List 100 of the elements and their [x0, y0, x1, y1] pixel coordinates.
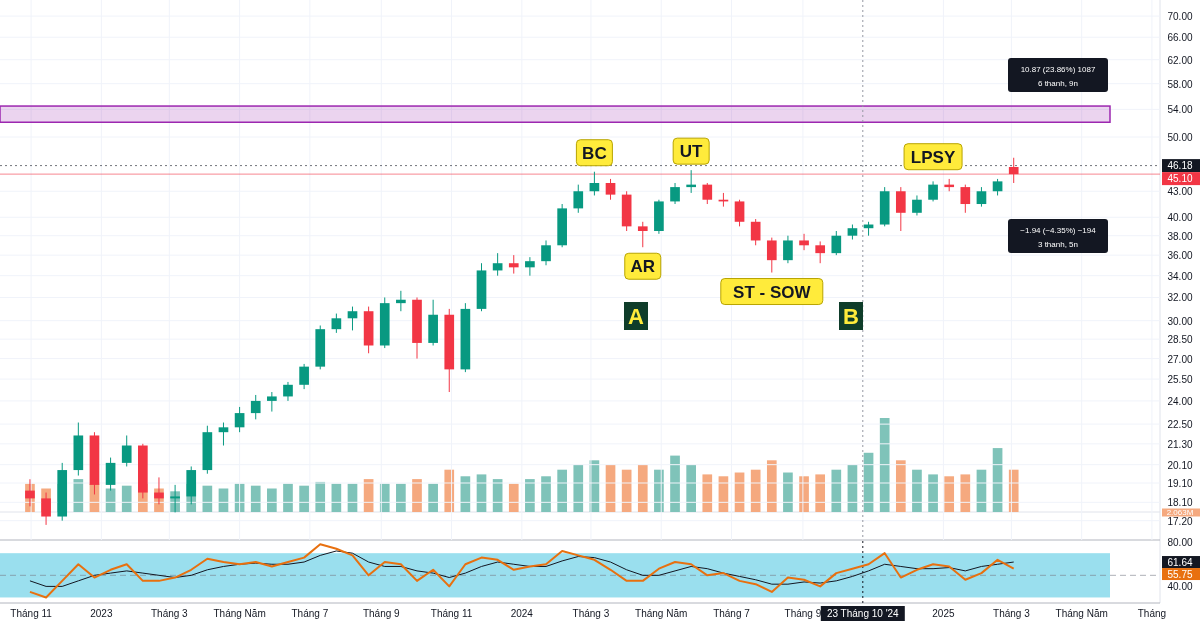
- candlestick: [170, 484, 180, 513]
- candlestick: [492, 252, 503, 277]
- y-tick-label: 28.50: [1167, 334, 1193, 346]
- x-tick-label: Tháng: [1137, 608, 1167, 619]
- y-tick-label: 62.00: [1167, 54, 1193, 66]
- y-tick-label: 34.00: [1167, 270, 1193, 282]
- candlestick: [895, 186, 906, 232]
- x-tick-label: Tháng 11: [10, 608, 53, 619]
- candlestick: [525, 256, 535, 277]
- candlestick: [799, 233, 809, 251]
- x-tick-label: Tháng 11: [430, 608, 473, 619]
- annotation: BC: [582, 143, 607, 163]
- bar: [283, 483, 293, 512]
- bar: [525, 479, 535, 512]
- bar: [944, 476, 955, 512]
- candlestick: [347, 306, 358, 331]
- x-tick-label: Tháng Năm: [1055, 608, 1108, 619]
- candlestick: [734, 199, 745, 227]
- candlestick: [637, 221, 648, 248]
- y-tick-label: 19.10: [1167, 478, 1193, 490]
- annotation: ST - SOW: [733, 282, 812, 302]
- bar: [250, 485, 261, 512]
- y-tick-label: 70.00: [1167, 11, 1193, 23]
- bar: [412, 479, 422, 512]
- annotation: −1.94 (−4.35%) −194 3 thanh, 5n: [1020, 226, 1097, 249]
- text: 55.75: [1167, 568, 1193, 580]
- bar: [783, 472, 793, 512]
- y-tick-label: 30.00: [1167, 315, 1193, 327]
- candlestick: [541, 239, 551, 266]
- candlestick: [928, 180, 938, 202]
- bar: [702, 474, 713, 512]
- y-tick-label: 40.00: [1167, 212, 1193, 224]
- text: 2.063M: [1166, 508, 1194, 518]
- candlestick: [766, 237, 777, 274]
- y-tick-label: 27.00: [1167, 353, 1193, 365]
- y-tick-label: 66.00: [1167, 32, 1193, 44]
- x-tick-label: Tháng 3: [572, 608, 610, 619]
- x-tick-label: Tháng 9: [784, 608, 822, 619]
- y-tick-label: 25.50: [1167, 374, 1193, 386]
- x-tick-label: Tháng 9: [362, 608, 401, 619]
- candlestick: [670, 182, 680, 205]
- candlestick: [1008, 157, 1019, 184]
- candlestick: [283, 381, 293, 402]
- line-series: [28, 543, 1015, 599]
- ref-line-label: 45.10: [1167, 173, 1193, 185]
- candlestick: [783, 235, 793, 264]
- candlestick: [750, 218, 761, 246]
- bar: [960, 474, 971, 512]
- y-tick-label: 38.00: [1167, 230, 1193, 242]
- y-tick-label: 21.30: [1167, 438, 1193, 450]
- candlestick: [605, 178, 616, 201]
- x-tick-label: 2024: [510, 608, 534, 619]
- x-tick-label: Tháng 3: [993, 608, 1031, 619]
- x-tick-label: Tháng Năm: [635, 608, 688, 619]
- candlestick: [589, 171, 600, 196]
- y-tick-label: 58.00: [1167, 78, 1193, 90]
- candlestick: [250, 394, 261, 420]
- candlestick: [121, 434, 132, 467]
- y-tick-label: 32.00: [1167, 292, 1193, 304]
- y-tick-label: 18.10: [1167, 497, 1193, 509]
- bar: [396, 483, 406, 512]
- candlestick: [331, 313, 342, 334]
- candlestick: [299, 363, 309, 390]
- y-tick-label: 50.00: [1167, 132, 1193, 144]
- annotation: AR: [630, 257, 656, 277]
- y-tick-label: 20.10: [1167, 459, 1193, 471]
- ref-line-label: 23 Tháng 10 '24: [826, 608, 900, 619]
- x-tick-label: Tháng 7: [291, 608, 329, 619]
- candlestick: [267, 391, 277, 413]
- bar: [879, 418, 890, 512]
- bar: [766, 460, 777, 512]
- y-tick-label: 54.00: [1167, 104, 1193, 116]
- bar: [73, 479, 84, 512]
- annotation: 10.87 (23.86%) 1087 6 thanh, 9n: [1020, 65, 1096, 88]
- annotation: B: [843, 304, 859, 329]
- y-tick-label: 80.00: [1167, 537, 1193, 549]
- candlestick: [815, 240, 826, 264]
- y-tick-label: 22.50: [1167, 419, 1193, 431]
- annotation: UT: [679, 142, 704, 162]
- text: 61.64: [1167, 556, 1193, 568]
- ref-line-label: 46.18: [1167, 160, 1193, 172]
- bar: [299, 485, 309, 512]
- bar: [121, 485, 132, 512]
- candlestick: [396, 290, 406, 312]
- bar: [670, 455, 680, 512]
- candlestick: [976, 186, 987, 208]
- candlestick: [702, 182, 713, 205]
- bar: [508, 483, 519, 512]
- bar: [831, 469, 842, 512]
- bar: [815, 474, 826, 512]
- bar: [315, 481, 326, 512]
- candlestick: [234, 406, 245, 433]
- bar: [912, 469, 922, 512]
- x-tick-label: Tháng 3: [150, 608, 189, 619]
- y-tick-label: 43.00: [1167, 186, 1193, 198]
- bar: [686, 465, 696, 512]
- bar: [750, 469, 761, 512]
- annotation: LPSY: [910, 147, 956, 167]
- bar: [557, 469, 567, 512]
- candlestick: [831, 230, 842, 256]
